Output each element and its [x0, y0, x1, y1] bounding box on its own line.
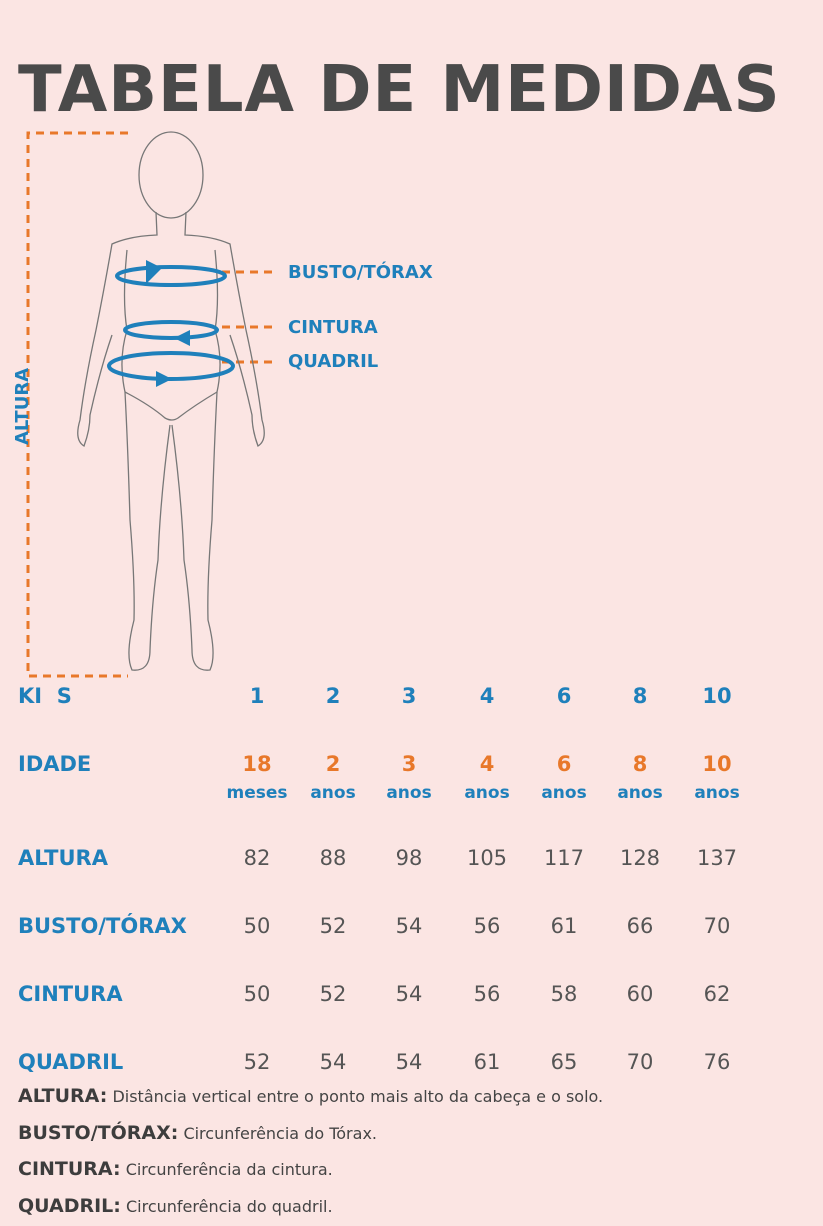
note: CINTURA: Circunferência da cintura.: [18, 1158, 333, 1180]
age-value: 4: [479, 752, 495, 776]
cell-value: 54: [395, 982, 423, 1006]
cell-value: 50: [243, 982, 271, 1006]
cell-value: 56: [473, 982, 501, 1006]
note-term: QUADRIL:: [18, 1195, 121, 1217]
silhouette: [77, 131, 265, 671]
row-label: CINTURA: [18, 982, 123, 1006]
age-header: IDADE: [18, 752, 92, 776]
size: 8: [632, 684, 648, 708]
cell-value: 137: [696, 846, 738, 870]
age-unit: anos: [310, 783, 356, 803]
body-figure: [26, 131, 272, 678]
cell-value: 54: [395, 914, 423, 938]
cell-value: 60: [626, 982, 654, 1006]
note: QUADRIL: Circunferência do quadril.: [18, 1195, 333, 1217]
size: 4: [479, 684, 495, 708]
age-unit: anos: [464, 783, 510, 803]
cell-value: 54: [395, 1050, 423, 1074]
size: 10: [702, 684, 732, 708]
age-unit: anos: [541, 783, 587, 803]
note-term: BUSTO/TÓRAX:: [18, 1122, 179, 1144]
age-value: 2: [325, 752, 341, 776]
cell-value: 54: [319, 1050, 347, 1074]
row-label: ALTURA: [18, 846, 108, 870]
age-unit: meses: [226, 783, 288, 803]
cell-value: 58: [550, 982, 578, 1006]
height-guide: [26, 131, 272, 678]
note-text: Circunferência do Tórax.: [183, 1124, 377, 1143]
note-term: ALTURA:: [18, 1085, 108, 1107]
age-unit: anos: [386, 783, 432, 803]
cell-value: 82: [243, 846, 271, 870]
cell-value: 70: [626, 1050, 654, 1074]
cell-value: 66: [626, 914, 654, 938]
note: BUSTO/TÓRAX: Circunferência do Tórax.: [18, 1122, 377, 1144]
cell-value: 117: [543, 846, 585, 870]
note-text: Circunferência do quadril.: [125, 1197, 333, 1216]
title: TABELA DE MEDIDAS: [18, 53, 781, 127]
note: ALTURA: Distância vertical entre o ponto…: [18, 1085, 603, 1107]
age-value: 18: [242, 752, 272, 776]
age-unit: anos: [694, 783, 740, 803]
measure-label: BUSTO/TÓRAX: [288, 262, 433, 283]
note-text: Circunferência da cintura.: [125, 1160, 333, 1179]
cell-value: 52: [319, 914, 347, 938]
cell-value: 56: [473, 914, 501, 938]
row-label: QUADRIL: [18, 1050, 124, 1074]
height-label: ALTURA: [12, 367, 33, 445]
age-value: 3: [401, 752, 417, 776]
cell-value: 61: [473, 1050, 501, 1074]
cell-value: 128: [619, 846, 661, 870]
age-value: 10: [702, 752, 732, 776]
cell-value: 50: [243, 914, 271, 938]
arrows: [146, 260, 190, 387]
size: 1: [249, 684, 265, 708]
measure-label: QUADRIL: [288, 351, 379, 372]
row-label: BUSTO/TÓRAX: [18, 914, 187, 938]
size: 3: [401, 684, 417, 708]
age-unit: anos: [617, 783, 663, 803]
measure-rings: [107, 265, 235, 381]
note-term: CINTURA:: [18, 1158, 121, 1180]
cell-value: 88: [319, 846, 347, 870]
cell-value: 98: [395, 846, 423, 870]
size: 2: [325, 684, 341, 708]
measure-label: CINTURA: [288, 317, 378, 338]
cell-value: 52: [319, 982, 347, 1006]
cell-value: 76: [703, 1050, 731, 1074]
cell-value: 65: [550, 1050, 578, 1074]
cell-value: 61: [550, 914, 578, 938]
cell-value: 105: [466, 846, 508, 870]
age-value: 6: [556, 752, 572, 776]
size: 6: [556, 684, 572, 708]
cell-value: 52: [243, 1050, 271, 1074]
note-text: Distância vertical entre o ponto mais al…: [112, 1087, 604, 1106]
cell-value: 62: [703, 982, 731, 1006]
cell-value: 70: [703, 914, 731, 938]
size-header: KI S: [18, 684, 72, 708]
age-value: 8: [632, 752, 648, 776]
